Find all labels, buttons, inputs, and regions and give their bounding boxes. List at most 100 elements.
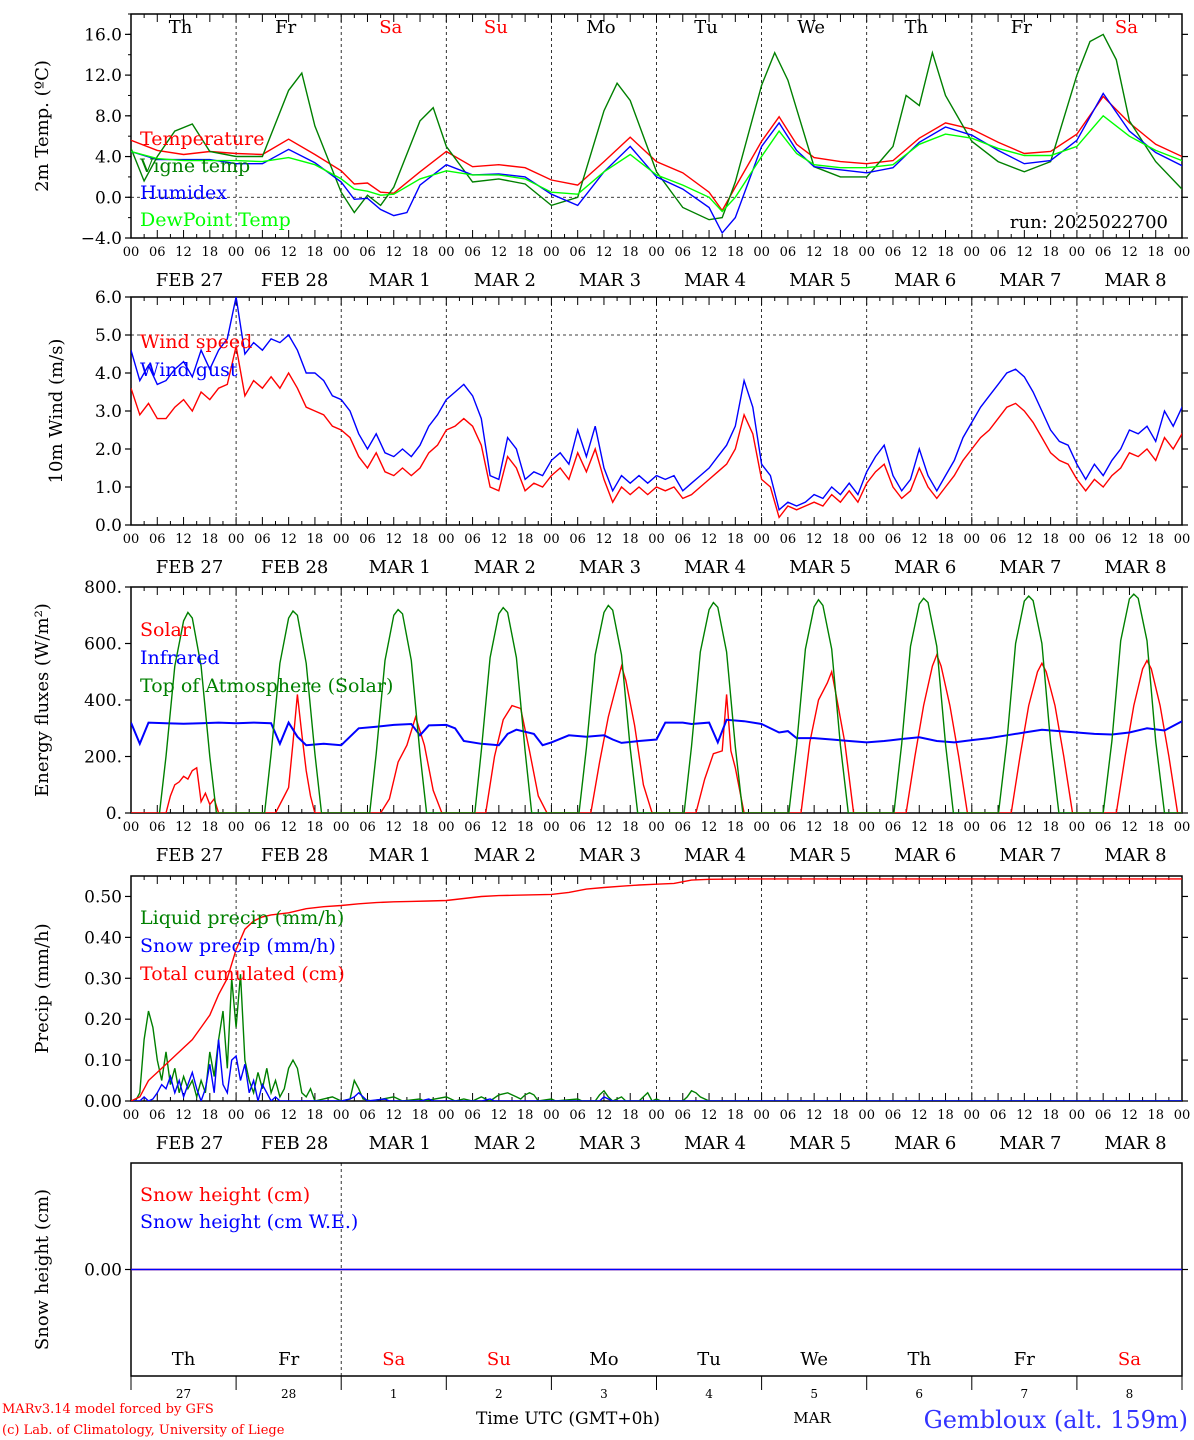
hour-tick-label: 06 <box>780 820 797 835</box>
y-tick-label: 8.0 <box>95 107 122 127</box>
hour-tick-label: 12 <box>1016 532 1033 547</box>
hour-tick-label: 00 <box>858 820 875 835</box>
hour-tick-label: 18 <box>832 532 849 547</box>
y-tick-label: 0.00 <box>84 1261 122 1281</box>
hour-tick-label: 18 <box>202 245 219 260</box>
hour-tick-label: 12 <box>701 532 718 547</box>
hour-tick-label: 12 <box>911 1108 928 1123</box>
legend-entry: Wind gust <box>140 359 238 381</box>
y-tick-label: 2.0 <box>95 440 122 460</box>
hour-tick-label: 00 <box>123 532 140 547</box>
hour-tick-label: 00 <box>753 532 770 547</box>
hour-tick-label: 06 <box>464 1108 481 1123</box>
weekday-label: Fr <box>1011 17 1032 38</box>
legend-entry: Snow height (cm) <box>140 1184 310 1206</box>
weekday-label: Th <box>172 1349 196 1370</box>
hour-tick-label: 00 <box>858 1108 875 1123</box>
date-label: MAR 3 <box>579 1133 641 1154</box>
date-label: MAR 2 <box>474 845 536 866</box>
hour-tick-label: 06 <box>254 820 271 835</box>
hour-tick-label: 06 <box>1095 820 1112 835</box>
hour-tick-label: 12 <box>596 820 613 835</box>
hour-tick-label: 00 <box>123 1108 140 1123</box>
weekday-label: Th <box>907 1349 931 1370</box>
date-label: MAR 4 <box>684 1133 746 1154</box>
hour-tick-label: 06 <box>675 820 692 835</box>
hour-tick-label: 06 <box>149 532 166 547</box>
date-label: MAR 6 <box>894 270 956 291</box>
hour-tick-label: 06 <box>149 245 166 260</box>
hour-tick-label: 12 <box>491 532 508 547</box>
hour-tick-label: 18 <box>517 820 534 835</box>
hour-tick-label: 00 <box>964 245 981 260</box>
hour-tick-label: 12 <box>385 532 402 547</box>
date-label: FEB 28 <box>261 1133 328 1154</box>
hour-tick-label: 06 <box>254 532 271 547</box>
hour-tick-label: 12 <box>806 820 823 835</box>
day-number-label: 1 <box>390 1387 398 1401</box>
hour-tick-label: 18 <box>937 245 954 260</box>
date-label: MAR 8 <box>1104 845 1166 866</box>
hour-tick-label: 00 <box>543 532 560 547</box>
date-label: FEB 28 <box>261 270 328 291</box>
hour-tick-label: 06 <box>675 1108 692 1123</box>
hour-tick-label: 06 <box>990 245 1007 260</box>
weekday-label: We <box>797 17 825 38</box>
hour-tick-label: 18 <box>727 245 744 260</box>
weekday-label: Tu <box>697 1349 721 1370</box>
hour-tick-label: 00 <box>964 820 981 835</box>
y-tick-label: 16.0 <box>84 25 122 45</box>
date-label: MAR 3 <box>579 557 641 578</box>
date-label: FEB 27 <box>156 1133 223 1154</box>
legend-entry: Liquid precip (mm/h) <box>140 907 344 929</box>
series-line-humidex <box>131 92 1182 235</box>
hour-tick-label: 06 <box>1095 532 1112 547</box>
legend-entry: Snow precip (mm/h) <box>140 935 336 957</box>
hour-tick-label: 06 <box>990 1108 1007 1123</box>
y-tick-label: 6.0 <box>95 288 122 308</box>
hour-tick-label: 06 <box>149 1108 166 1123</box>
date-label: MAR 4 <box>684 270 746 291</box>
weekday-label: Su <box>484 17 508 38</box>
series-line-infrared <box>131 718 1182 747</box>
hour-tick-label: 18 <box>1042 245 1059 260</box>
hour-tick-label: 18 <box>517 245 534 260</box>
hour-tick-label: 06 <box>569 245 586 260</box>
footer: MARv3.14 model forced by GFS (c) Lab. of… <box>2 1402 1188 1438</box>
y-axis-label: Precip (mm/h) <box>32 923 53 1053</box>
hour-tick-label: 18 <box>832 1108 849 1123</box>
day-number-label: 28 <box>281 1387 296 1401</box>
hour-tick-label: 06 <box>359 1108 376 1123</box>
hour-tick-label: 12 <box>911 820 928 835</box>
hour-tick-label: 18 <box>1042 1108 1059 1123</box>
hour-tick-label: 18 <box>622 532 639 547</box>
day-number-label: 27 <box>176 1387 191 1401</box>
panel-energy: 0. 200. 400. 600. 800. Energy fluxes (W/m²) So… <box>32 578 1190 866</box>
day-number-label: 4 <box>705 1387 713 1401</box>
y-axis-label: Energy fluxes (W/m²) <box>32 603 53 797</box>
series-line-wind-speed <box>131 346 1182 519</box>
hour-tick-label: 12 <box>280 245 297 260</box>
hour-tick-label: 06 <box>990 820 1007 835</box>
hour-tick-label: 12 <box>1121 245 1138 260</box>
hour-tick-label: 06 <box>569 532 586 547</box>
hour-tick-label: 00 <box>333 1108 350 1123</box>
hour-tick-label: 00 <box>543 820 560 835</box>
y-tick-label: 0.10 <box>84 1051 122 1071</box>
hour-tick-label: 06 <box>1095 1108 1112 1123</box>
hour-tick-label: 18 <box>622 245 639 260</box>
hour-tick-label: 06 <box>780 1108 797 1123</box>
hour-tick-label: 06 <box>359 532 376 547</box>
hour-tick-label: 18 <box>307 245 324 260</box>
hour-tick-label: 12 <box>1016 820 1033 835</box>
legend-entry: Infrared <box>140 647 220 669</box>
y-axis-label: 10m Wind (m/s) <box>46 339 67 484</box>
hour-tick-label: 00 <box>228 245 245 260</box>
hour-tick-label: 18 <box>307 820 324 835</box>
hour-tick-label: 06 <box>569 1108 586 1123</box>
hour-tick-label: 18 <box>832 245 849 260</box>
date-label: MAR 4 <box>684 845 746 866</box>
date-label: MAR 5 <box>789 557 851 578</box>
date-label: FEB 27 <box>156 557 223 578</box>
